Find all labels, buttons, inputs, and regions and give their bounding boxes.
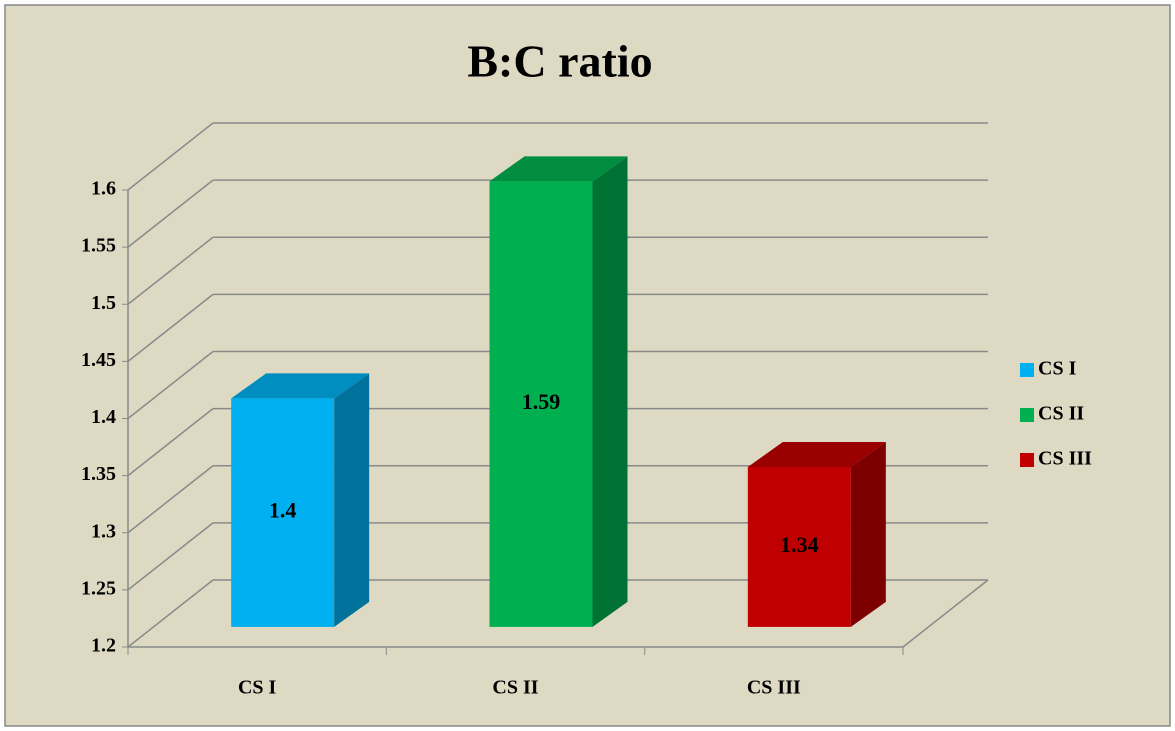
bar: [231, 398, 335, 627]
y-tick-label: 1.4: [91, 406, 116, 428]
y-tick-label: 1.35: [81, 463, 116, 485]
y-tick-label: 1.6: [91, 178, 116, 200]
y-tick-label: 1.45: [81, 349, 116, 371]
bar: [747, 466, 851, 627]
legend-label: CS II: [1038, 403, 1084, 425]
y-tick-label: 1.5: [91, 292, 116, 314]
side-grid-line: [127, 179, 214, 248]
bar-top: [231, 373, 370, 399]
legend-label: CS III: [1038, 448, 1092, 470]
y-tick-label: 1.2: [91, 635, 116, 657]
bar: [489, 181, 593, 627]
data-label: 1.59: [522, 389, 561, 414]
y-tick-label: 1.55: [81, 235, 116, 257]
legend-swatch: [1020, 453, 1034, 467]
floor-edge: [902, 579, 989, 648]
y-tick-label: 1.25: [81, 577, 116, 599]
x-tick-label: CS III: [747, 677, 801, 699]
side-grid-line: [127, 350, 214, 420]
side-grid-line: [127, 122, 214, 191]
x-tick-label: CS II: [492, 677, 538, 699]
chart-title: B:C ratio: [467, 36, 652, 87]
data-label: 1.34: [780, 532, 819, 557]
side-grid-line: [127, 293, 214, 362]
side-grid-line: [127, 465, 214, 534]
side-grid-line: [127, 236, 214, 305]
side-grid-line: [127, 522, 214, 591]
bar-side: [592, 156, 628, 627]
legend-swatch: [1020, 363, 1034, 377]
y-tick-label: 1.3: [91, 520, 116, 542]
bar-side: [334, 373, 370, 627]
bar-side: [850, 441, 886, 627]
bar-top: [747, 441, 886, 467]
x-tick-label: CS I: [238, 677, 277, 699]
side-grid-line: [127, 408, 214, 477]
bar-top: [489, 156, 628, 182]
data-label: 1.4: [269, 498, 297, 523]
legend-label: CS I: [1038, 358, 1077, 380]
side-grid-line: [127, 579, 214, 648]
legend-swatch: [1020, 408, 1034, 422]
